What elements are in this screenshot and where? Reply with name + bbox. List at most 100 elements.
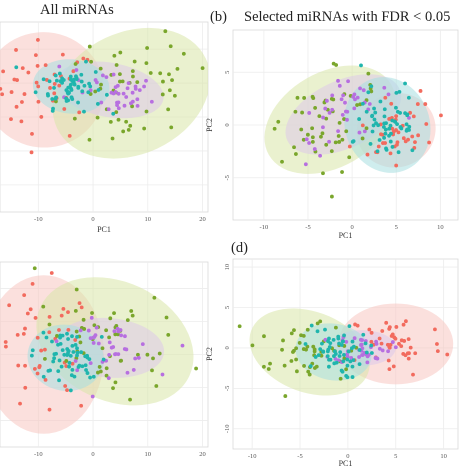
- point-red: [47, 330, 52, 335]
- point-green: [313, 106, 318, 110]
- point-teal: [372, 117, 377, 122]
- point-red: [405, 351, 410, 356]
- point-teal: [65, 353, 70, 357]
- point-teal: [52, 352, 57, 357]
- point-purple: [352, 106, 357, 111]
- point-green: [317, 114, 322, 118]
- point-teal: [344, 373, 349, 378]
- point-green: [338, 376, 343, 381]
- panel-b-title: Selected miRNAs with FDR < 0.05: [244, 9, 451, 25]
- point-red: [9, 117, 13, 122]
- point-teal: [382, 114, 387, 119]
- point-teal: [51, 359, 56, 364]
- point-green: [112, 311, 116, 316]
- point-red: [390, 332, 395, 337]
- point-teal: [410, 148, 415, 153]
- point-green: [72, 116, 77, 121]
- point-teal: [315, 329, 320, 334]
- point-red: [387, 117, 392, 121]
- point-teal: [370, 113, 375, 118]
- point-green: [344, 129, 349, 134]
- point-purple: [304, 137, 309, 142]
- point-purple: [393, 345, 398, 350]
- point-purple: [125, 370, 130, 375]
- point-green: [167, 72, 171, 77]
- point-red: [397, 341, 401, 346]
- point-teal: [336, 334, 341, 339]
- point-teal: [351, 358, 356, 363]
- point-red: [427, 140, 431, 145]
- point-green: [283, 394, 288, 398]
- point-teal: [68, 74, 73, 79]
- point-green: [135, 80, 140, 85]
- point-teal: [327, 357, 331, 362]
- point-purple: [341, 93, 346, 98]
- point-red: [12, 77, 17, 82]
- point-teal: [83, 363, 88, 368]
- point-green: [302, 364, 306, 368]
- point-green: [369, 89, 374, 94]
- point-teal: [357, 348, 362, 352]
- point-purple: [160, 372, 165, 377]
- point-teal: [104, 92, 109, 97]
- point-purple: [99, 100, 104, 105]
- x-tick-label: 20: [199, 451, 206, 458]
- x-tick-label: 10: [437, 224, 444, 231]
- point-green: [310, 139, 315, 144]
- x-tick-label: 5: [395, 224, 398, 231]
- point-red: [416, 133, 421, 138]
- point-teal: [54, 78, 59, 83]
- point-green: [130, 313, 135, 318]
- point-green: [108, 316, 113, 321]
- y-tick-label: 10: [224, 264, 231, 271]
- point-red: [381, 141, 385, 145]
- point-teal: [44, 335, 49, 340]
- point-red: [36, 99, 41, 104]
- point-red: [385, 342, 390, 347]
- point-green: [342, 356, 347, 361]
- point-teal: [378, 99, 383, 104]
- point-red: [36, 84, 41, 89]
- point-teal: [68, 82, 73, 87]
- point-teal: [66, 85, 71, 90]
- point-teal: [69, 86, 74, 91]
- point-teal: [350, 375, 355, 379]
- point-green: [104, 328, 109, 333]
- point-purple: [86, 328, 91, 333]
- point-teal: [370, 129, 375, 134]
- point-teal: [56, 369, 61, 374]
- point-teal: [58, 79, 63, 84]
- point-purple: [321, 125, 325, 130]
- point-teal: [50, 97, 55, 101]
- point-green: [99, 82, 103, 87]
- point-teal: [359, 63, 363, 68]
- point-green: [315, 321, 320, 326]
- point-purple: [149, 99, 154, 104]
- point-red: [367, 327, 372, 332]
- point-teal: [67, 90, 71, 95]
- point-teal: [376, 123, 381, 128]
- point-green: [41, 304, 46, 309]
- point-green: [117, 72, 122, 76]
- point-green: [132, 59, 137, 64]
- point-purple: [343, 109, 348, 114]
- point-green: [294, 357, 299, 362]
- point-red: [52, 82, 57, 86]
- point-purple: [109, 345, 114, 350]
- point-teal: [375, 149, 380, 154]
- point-red: [406, 137, 410, 142]
- point-red: [20, 66, 25, 71]
- x-axis-title: PC1: [97, 225, 111, 234]
- point-red: [23, 385, 28, 390]
- point-red: [387, 325, 392, 330]
- point-green: [313, 366, 317, 370]
- point-red: [387, 345, 392, 350]
- point-teal: [318, 347, 323, 352]
- point-green: [43, 356, 47, 361]
- point-red: [52, 91, 57, 96]
- point-purple: [121, 91, 126, 96]
- point-teal: [79, 72, 84, 77]
- point-green: [250, 343, 255, 348]
- point-teal: [382, 121, 387, 126]
- point-red: [21, 331, 26, 336]
